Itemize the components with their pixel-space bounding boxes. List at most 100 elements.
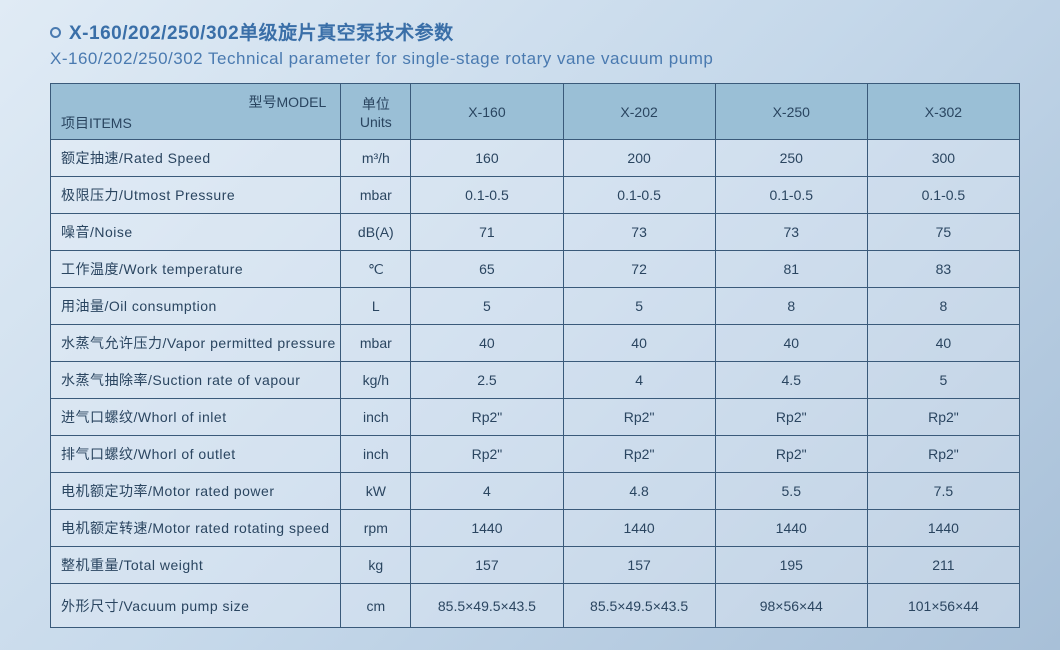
table-row: 进气口螺纹/Whorl of inletinchRp2"Rp2"Rp2"Rp2" (51, 399, 1020, 436)
item-value: 71 (411, 214, 563, 251)
header-row: 型号MODEL 项目ITEMS 单位 Units X-160 X-202 X-2… (51, 84, 1020, 140)
item-value: 8 (867, 288, 1019, 325)
item-label: 外形尺寸/Vacuum pump size (51, 584, 341, 628)
item-value: 72 (563, 251, 715, 288)
item-unit: kg/h (341, 362, 411, 399)
item-unit: mbar (341, 177, 411, 214)
item-unit: L (341, 288, 411, 325)
item-value: Rp2" (867, 399, 1019, 436)
table-row: 外形尺寸/Vacuum pump sizecm85.5×49.5×43.585.… (51, 584, 1020, 628)
table-row: 电机额定转速/Motor rated rotating speedrpm1440… (51, 510, 1020, 547)
item-unit: cm (341, 584, 411, 628)
item-value: 73 (715, 214, 867, 251)
item-value: 5 (411, 288, 563, 325)
item-unit: mbar (341, 325, 411, 362)
item-value: 2.5 (411, 362, 563, 399)
item-value: Rp2" (715, 436, 867, 473)
item-value: 160 (411, 140, 563, 177)
item-value: 1440 (563, 510, 715, 547)
item-value: 4 (563, 362, 715, 399)
item-value: 300 (867, 140, 1019, 177)
item-value: 101×56×44 (867, 584, 1019, 628)
bullet-icon (50, 27, 61, 38)
title-block: X-160/202/250/302单级旋片真空泵技术参数 X-160/202/2… (50, 18, 1030, 69)
item-value: 81 (715, 251, 867, 288)
header-units-cn: 单位 (341, 94, 410, 114)
table-row: 水蒸气允许压力/Vapor permitted pressurembar4040… (51, 325, 1020, 362)
item-value: 1440 (411, 510, 563, 547)
header-units: 单位 Units (341, 84, 411, 140)
item-unit: dB(A) (341, 214, 411, 251)
item-value: 0.1-0.5 (411, 177, 563, 214)
header-items-label: 项目ITEMS (61, 113, 132, 133)
item-value: Rp2" (411, 436, 563, 473)
header-model-3: X-302 (867, 84, 1019, 140)
item-value: 0.1-0.5 (563, 177, 715, 214)
item-unit: rpm (341, 510, 411, 547)
item-label: 用油量/Oil consumption (51, 288, 341, 325)
item-value: 0.1-0.5 (715, 177, 867, 214)
item-unit: m³/h (341, 140, 411, 177)
item-value: 250 (715, 140, 867, 177)
item-value: 85.5×49.5×43.5 (411, 584, 563, 628)
item-unit: inch (341, 399, 411, 436)
item-value: 75 (867, 214, 1019, 251)
item-value: 40 (867, 325, 1019, 362)
header-model-1: X-202 (563, 84, 715, 140)
item-value: 98×56×44 (715, 584, 867, 628)
item-value: 4.5 (715, 362, 867, 399)
table-body: 额定抽速/Rated Speedm³/h160200250300极限压力/Utm… (51, 140, 1020, 628)
item-value: Rp2" (411, 399, 563, 436)
title-cn: X-160/202/250/302单级旋片真空泵技术参数 (50, 18, 1030, 45)
item-label: 水蒸气允许压力/Vapor permitted pressure (51, 325, 341, 362)
table-row: 水蒸气抽除率/Suction rate of vapourkg/h2.544.5… (51, 362, 1020, 399)
header-model-2: X-250 (715, 84, 867, 140)
item-value: 8 (715, 288, 867, 325)
table-row: 额定抽速/Rated Speedm³/h160200250300 (51, 140, 1020, 177)
item-value: 85.5×49.5×43.5 (563, 584, 715, 628)
item-value: 40 (563, 325, 715, 362)
item-label: 额定抽速/Rated Speed (51, 140, 341, 177)
table-row: 极限压力/Utmost Pressurembar0.1-0.50.1-0.50.… (51, 177, 1020, 214)
item-label: 水蒸气抽除率/Suction rate of vapour (51, 362, 341, 399)
table-row: 噪音/NoisedB(A)71737375 (51, 214, 1020, 251)
item-value: 4 (411, 473, 563, 510)
item-value: Rp2" (563, 399, 715, 436)
item-label: 工作温度/Work temperature (51, 251, 341, 288)
item-label: 噪音/Noise (51, 214, 341, 251)
title-en: X-160/202/250/302 Technical parameter fo… (50, 49, 1030, 69)
header-model-0: X-160 (411, 84, 563, 140)
table-row: 用油量/Oil consumptionL5588 (51, 288, 1020, 325)
item-value: 65 (411, 251, 563, 288)
header-model-label: 型号MODEL (249, 92, 327, 112)
item-value: 5 (563, 288, 715, 325)
spec-table: 型号MODEL 项目ITEMS 单位 Units X-160 X-202 X-2… (50, 83, 1020, 628)
item-value: 200 (563, 140, 715, 177)
item-label: 电机额定功率/Motor rated power (51, 473, 341, 510)
item-unit: inch (341, 436, 411, 473)
item-value: 5.5 (715, 473, 867, 510)
table-row: 排气口螺纹/Whorl of outletinchRp2"Rp2"Rp2"Rp2… (51, 436, 1020, 473)
title-cn-text: X-160/202/250/302单级旋片真空泵技术参数 (69, 23, 454, 44)
header-units-en: Units (341, 114, 410, 130)
item-unit: kg (341, 547, 411, 584)
item-value: 0.1-0.5 (867, 177, 1019, 214)
item-label: 电机额定转速/Motor rated rotating speed (51, 510, 341, 547)
item-unit: ℃ (341, 251, 411, 288)
item-value: 195 (715, 547, 867, 584)
table-row: 电机额定功率/Motor rated powerkW44.85.57.5 (51, 473, 1020, 510)
item-value: 7.5 (867, 473, 1019, 510)
item-value: 40 (715, 325, 867, 362)
item-value: 73 (563, 214, 715, 251)
item-value: Rp2" (867, 436, 1019, 473)
item-label: 排气口螺纹/Whorl of outlet (51, 436, 341, 473)
item-value: Rp2" (563, 436, 715, 473)
table-row: 工作温度/Work temperature℃65728183 (51, 251, 1020, 288)
header-items-model: 型号MODEL 项目ITEMS (51, 84, 341, 140)
item-value: 157 (563, 547, 715, 584)
item-label: 整机重量/Total weight (51, 547, 341, 584)
item-value: 157 (411, 547, 563, 584)
item-value: 1440 (867, 510, 1019, 547)
item-label: 进气口螺纹/Whorl of inlet (51, 399, 341, 436)
item-value: 83 (867, 251, 1019, 288)
